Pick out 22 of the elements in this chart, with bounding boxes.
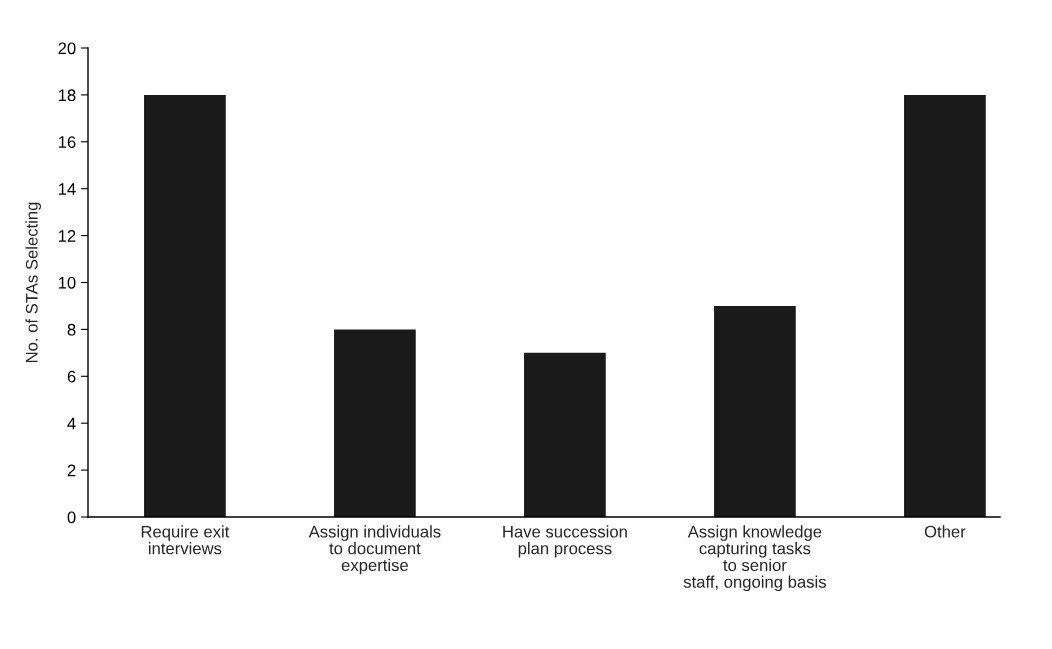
y-tick-label: 12 — [58, 230, 76, 242]
y-tick-label: 14 — [58, 183, 76, 195]
x-tick-label: Assign knowledge capturing tasks to senior staff, ongoing basis — [683, 525, 826, 592]
y-tick-label: 18 — [58, 89, 76, 102]
bar — [144, 94, 226, 517]
y-axis-title: No. of STAs Selecting — [25, 202, 41, 363]
bar — [334, 329, 416, 517]
y-tick-label: 20 — [58, 42, 76, 55]
bar — [524, 352, 606, 517]
bar — [714, 305, 796, 517]
y-tick-label: 4 — [67, 417, 76, 430]
x-tick-label: Require exit interviews — [141, 525, 230, 555]
x-tick-label: Other — [924, 525, 966, 538]
bar — [904, 94, 986, 517]
y-tick-label: 10 — [58, 276, 76, 289]
y-tick-label: 6 — [67, 370, 76, 383]
y-tick-label: 2 — [67, 464, 76, 477]
y-tick-label: 8 — [67, 323, 76, 336]
x-tick-label: Have succession plan process — [503, 525, 627, 558]
y-tick-label: 16 — [58, 136, 76, 148]
y-tick-label: 0 — [67, 511, 76, 524]
x-tick-label: Assign individuals to document expertise — [308, 525, 441, 575]
